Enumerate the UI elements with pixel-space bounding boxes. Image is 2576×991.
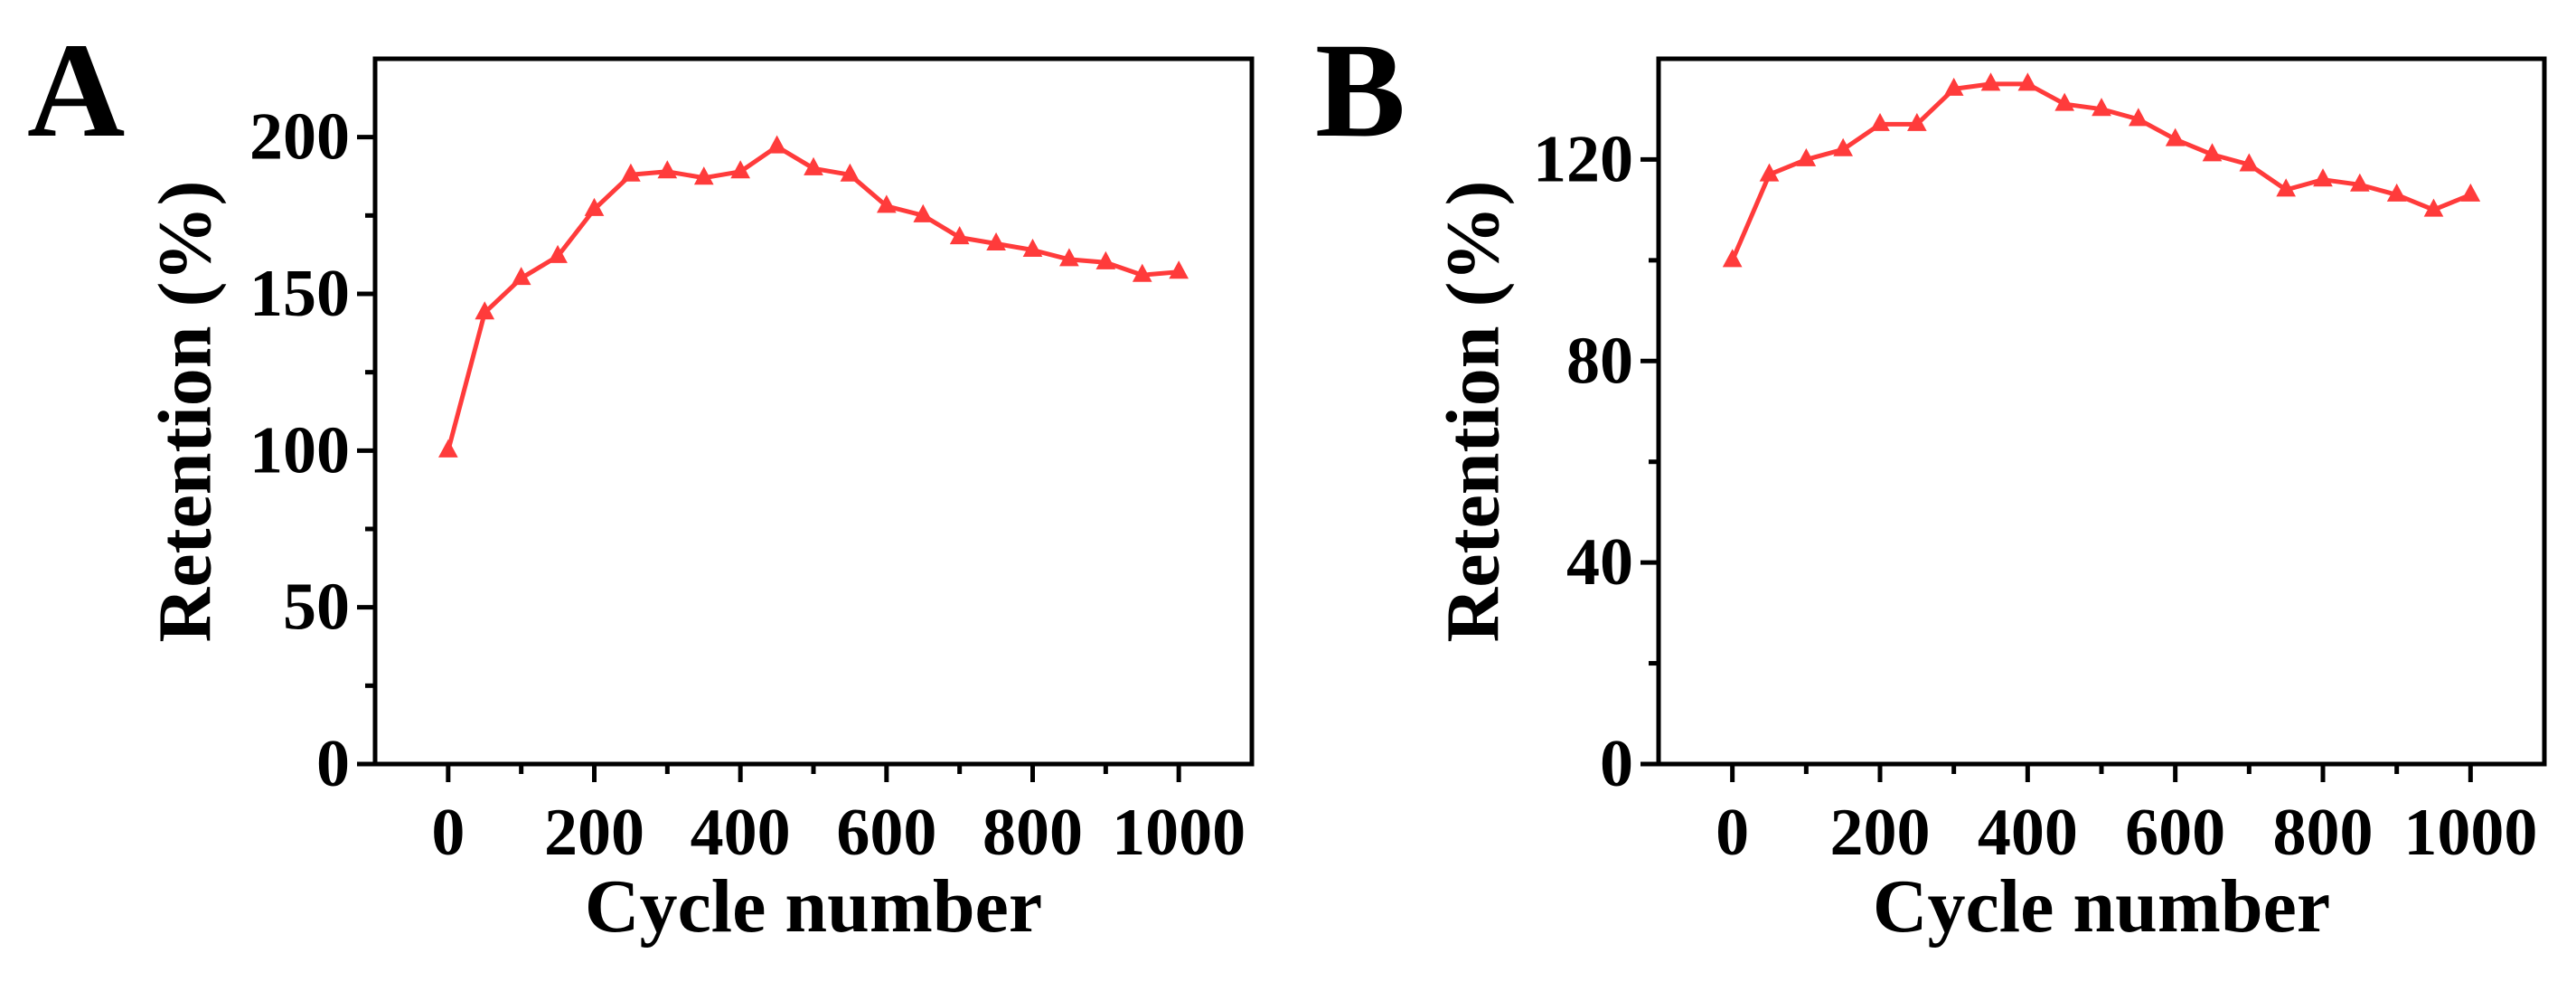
y-tick-label: 40 [1566, 525, 1633, 599]
data-point [2128, 108, 2148, 127]
x-axis-title: Cycle number [1873, 864, 2330, 949]
x-tick-label: 400 [691, 796, 791, 870]
data-point [2460, 183, 2481, 202]
x-tick-label: 200 [544, 796, 644, 870]
data-point [766, 135, 787, 154]
data-point [1906, 112, 1927, 131]
data-point [2276, 178, 2297, 197]
data-point [2017, 72, 2038, 91]
y-tick-label: 0 [316, 727, 350, 801]
data-point [1759, 163, 1780, 182]
x-tick-label: 800 [2273, 796, 2374, 870]
y-tick-label: 100 [249, 413, 350, 487]
data-point [657, 160, 678, 179]
data-point [730, 160, 751, 179]
data-point [2202, 143, 2223, 162]
data-point [876, 194, 897, 213]
x-axis-title: Cycle number [585, 864, 1042, 949]
data-point [2054, 92, 2075, 111]
panel-b: 0 40 80 120 0 200 400 600 800 1000 Cycle number Ret… [1315, 15, 2547, 949]
data-point [621, 163, 641, 182]
y-tick-label: 200 [249, 100, 350, 175]
data-point [1722, 249, 1743, 268]
series-line [446, 144, 1180, 451]
y-tick-label: 50 [283, 571, 350, 645]
data-point [986, 231, 1006, 251]
x-tick-label: 800 [982, 796, 1083, 870]
data-point [2349, 173, 2370, 192]
data-point [2165, 127, 2186, 146]
x-tick-label: 600 [836, 796, 936, 870]
y-tick-label: 150 [249, 257, 350, 331]
data-point [2313, 168, 2333, 187]
data-point [1870, 112, 1890, 131]
x-tick-label: 600 [2125, 796, 2225, 870]
panel-a: 0 50 100 150 200 0 200 400 600 800 1000 Cycle numbe… [27, 15, 1255, 949]
data-point [511, 267, 531, 286]
data-point [548, 244, 568, 263]
data-point [1833, 137, 1854, 156]
y-axis-title: Retention (%) [144, 181, 228, 643]
data-point [1022, 238, 1043, 257]
data-point [949, 226, 970, 245]
x-tick-label: 1000 [2403, 796, 2537, 870]
data-point [1169, 260, 1189, 279]
y-tick-label: 120 [1533, 122, 1633, 196]
data-point [1132, 263, 1152, 282]
panel-label: A [27, 15, 125, 165]
data-point [584, 197, 605, 216]
data-point [1059, 248, 1079, 267]
y-axis-title: Retention (%) [1432, 181, 1516, 643]
x-tick-label: 200 [1830, 796, 1931, 870]
y-tick-label: 0 [1600, 727, 1633, 801]
data-point [1980, 72, 2001, 91]
data-point [437, 439, 458, 458]
x-tick-label: 0 [431, 796, 465, 870]
data-point [1095, 250, 1116, 269]
x-tick-label: 1000 [1112, 796, 1246, 870]
panel-label: B [1315, 15, 1406, 165]
data-point [804, 156, 823, 175]
data-point [2386, 183, 2407, 202]
data-point [913, 203, 934, 222]
data-point [2239, 153, 2260, 172]
data-point [2423, 198, 2444, 217]
data-point [2092, 98, 2111, 117]
data-point [1796, 147, 1817, 166]
data-point [693, 166, 714, 185]
data-point [475, 301, 495, 320]
data-point [1943, 77, 1964, 96]
x-tick-label: 0 [1716, 796, 1749, 870]
x-tick-label: 400 [1978, 796, 2078, 870]
data-point [840, 163, 860, 182]
y-tick-label: 80 [1566, 324, 1633, 398]
